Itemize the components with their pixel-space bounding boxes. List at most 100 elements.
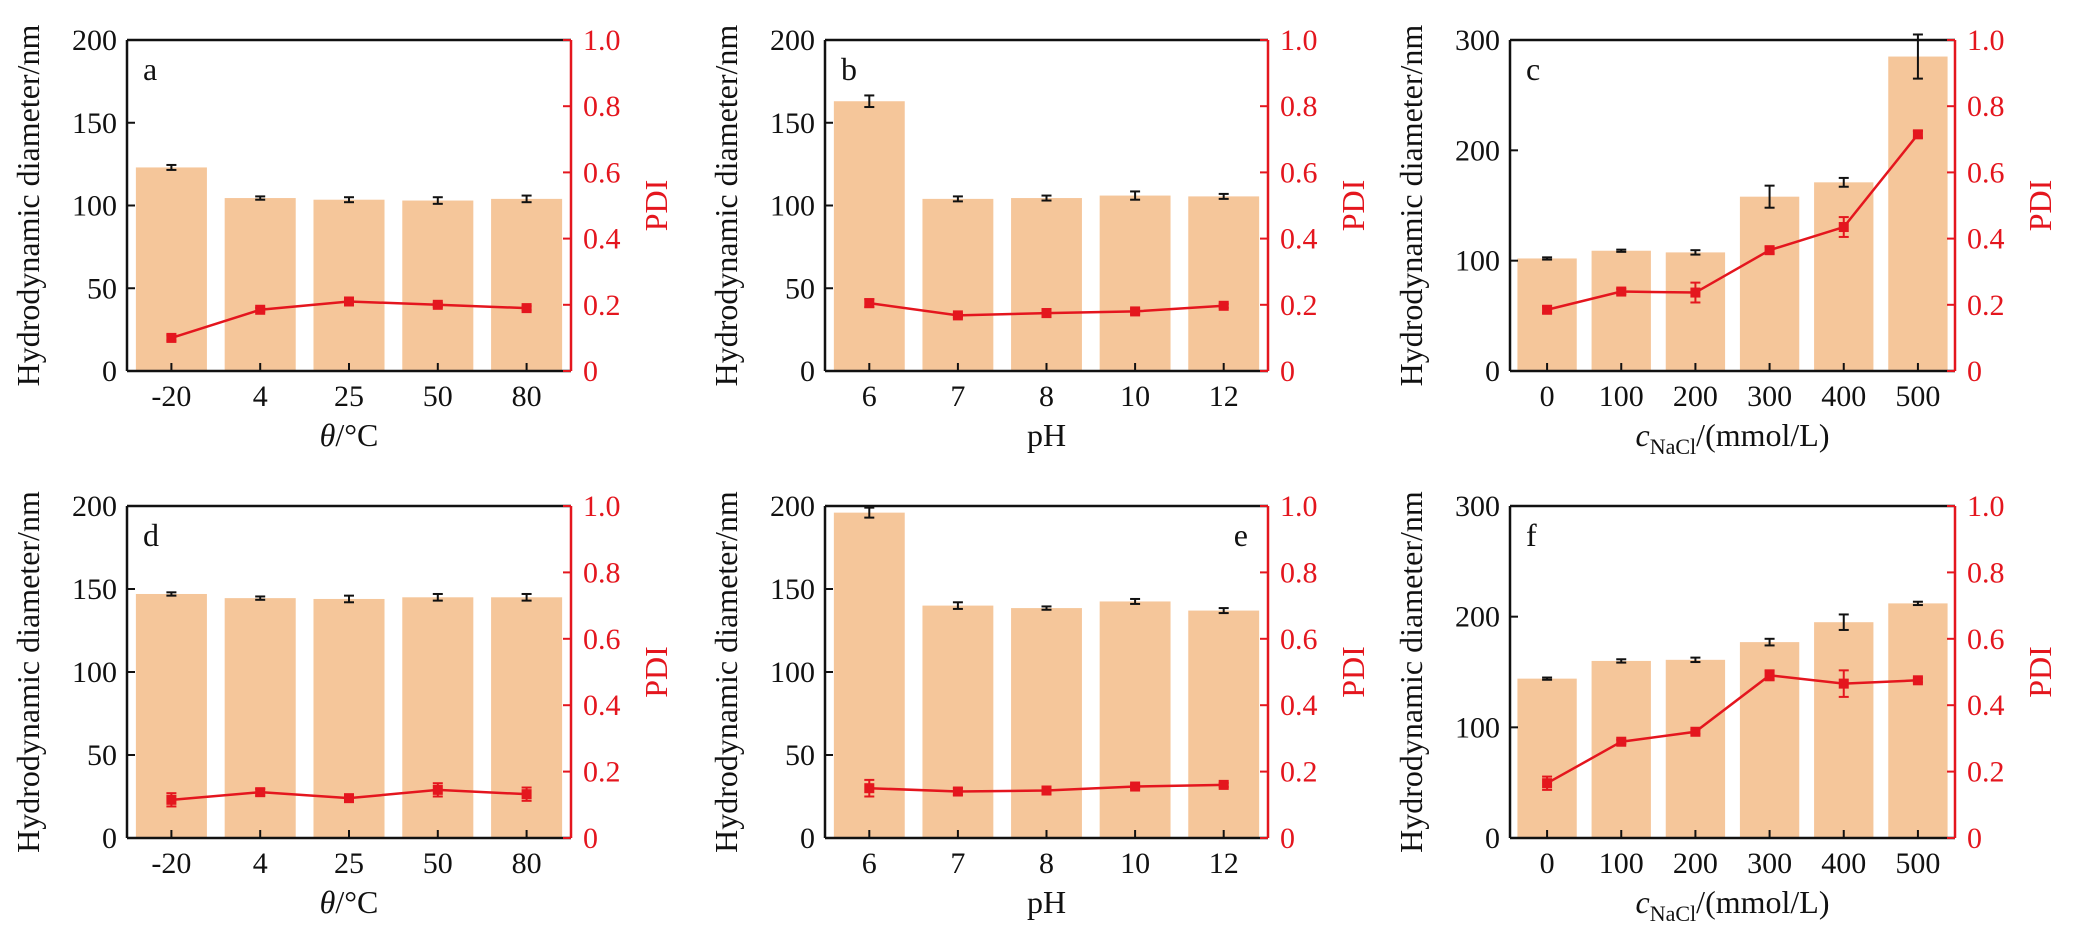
panel-a: 0 50 100 150 200 0 0.2 0.4 0.6 0.8 1.0 -20 4 25 50 80 a H…	[10, 24, 674, 453]
y-axis-label: Hydrodynamic diameter/nm	[10, 491, 46, 853]
bar	[1011, 608, 1082, 838]
bar	[1888, 603, 1948, 838]
bar	[1814, 622, 1874, 838]
y2-tick-label: 0.6	[1967, 623, 2005, 656]
pdi-point	[1041, 308, 1052, 319]
bar	[1665, 252, 1726, 371]
y2-tick-label: 0.4	[1280, 689, 1318, 722]
y2-tick-label: 1.0	[583, 24, 621, 57]
pdi-point	[1542, 778, 1553, 789]
bar	[1011, 198, 1082, 371]
x-tick-label: 100	[1599, 847, 1644, 880]
y-tick-label: 150	[72, 107, 117, 140]
y2-tick-label: 0.6	[1967, 156, 2005, 189]
y-tick-label: 0	[102, 355, 117, 388]
x-tick-label: 25	[334, 847, 364, 880]
x-tick-label: 400	[1821, 847, 1866, 880]
x-axis-label-rest: /(mmol/L)	[1696, 884, 1829, 920]
bar	[224, 198, 296, 371]
x-tick-label: 300	[1747, 847, 1792, 880]
x-tick-label: 25	[334, 380, 364, 413]
pdi-point	[521, 789, 532, 800]
y-tick-label: 200	[770, 24, 815, 57]
pdi-point	[166, 794, 177, 805]
y2-tick-label: 0.2	[1280, 289, 1318, 322]
y2-tick-label: 0.8	[1967, 556, 2005, 589]
y2-tick-label: 0.4	[583, 223, 621, 256]
bar	[491, 198, 563, 371]
x-tick-label: 0	[1540, 847, 1555, 880]
x-axis-label-var: θ	[320, 884, 336, 920]
pdi-point	[1912, 129, 1923, 140]
y2-axis-label: PDI	[2022, 646, 2058, 698]
bar	[402, 200, 474, 371]
y2-tick-label: 0.8	[583, 90, 621, 123]
x-tick-label: 500	[1895, 380, 1940, 413]
panel-letter: d	[143, 517, 159, 553]
y2-tick-label: 0.6	[1280, 156, 1318, 189]
panel-letter: c	[1526, 51, 1540, 87]
y2-tick-label: 0.2	[1280, 756, 1318, 789]
bar	[1188, 610, 1260, 838]
pdi-point	[344, 793, 354, 804]
y-tick-label: 50	[785, 272, 815, 305]
x-tick-label: 8	[1039, 847, 1054, 880]
x-axis-label: cNaCl/(mmol/L)	[1636, 417, 1830, 459]
y-tick-label: 150	[770, 107, 815, 140]
y-tick-label: 0	[800, 355, 815, 388]
pdi-point	[864, 298, 875, 309]
y-tick-label: 100	[72, 656, 117, 689]
pdi-point	[1764, 245, 1775, 256]
y-tick-label: 150	[72, 573, 117, 606]
y-axis-label: Hydrodynamic diameter/nm	[1393, 491, 1429, 853]
pdi-point	[1218, 300, 1229, 311]
y2-tick-label: 0.8	[1280, 90, 1318, 123]
y2-tick-label: 0.4	[1967, 689, 2005, 722]
pdi-point	[255, 787, 266, 798]
y2-tick-label: 1.0	[583, 490, 621, 523]
y2-tick-label: 0.8	[1280, 556, 1318, 589]
x-tick-label: 6	[862, 380, 877, 413]
x-axis-label: pH	[1027, 417, 1066, 453]
bar	[1888, 56, 1948, 372]
x-tick-label: 4	[253, 380, 268, 413]
x-axis-label-sub: NaCl	[1650, 434, 1696, 459]
x-tick-label: 50	[423, 847, 453, 880]
x-axis-label: pH	[1027, 884, 1066, 920]
bar	[402, 597, 474, 838]
y2-axis-label: PDI	[2022, 180, 2058, 232]
y-axis-label: Hydrodynamic diameter/nm	[708, 25, 744, 387]
bar	[1591, 660, 1651, 838]
y2-tick-label: 0.4	[1967, 223, 2005, 256]
bar	[491, 597, 563, 838]
x-tick-label: 4	[253, 847, 268, 880]
x-tick-label: 10	[1120, 847, 1150, 880]
x-axis-label: θ/°C	[320, 884, 379, 920]
y-tick-label: 200	[1455, 601, 1500, 634]
y-tick-label: 0	[102, 822, 117, 855]
pdi-point	[521, 303, 532, 314]
x-tick-label: -20	[151, 847, 191, 880]
y-tick-label: 0	[1485, 355, 1500, 388]
y-axis-label: Hydrodynamic diameter/nm	[708, 491, 744, 853]
y2-tick-label: 0.2	[583, 289, 621, 322]
pdi-point	[166, 332, 177, 343]
pdi-point	[1838, 222, 1849, 233]
panel-f: 0 100 200 300 0 0.2 0.4 0.6 0.8 1.0 0 100 200 300 400 5…	[1393, 490, 2058, 926]
pdi-line	[1546, 133, 1919, 311]
panel-letter: f	[1526, 517, 1537, 553]
y-tick-label: 50	[87, 739, 117, 772]
x-tick-label: 500	[1895, 847, 1940, 880]
x-axis-label: cNaCl/(mmol/L)	[1636, 884, 1830, 926]
panel-letter: a	[143, 51, 157, 87]
bar	[1591, 250, 1651, 371]
y-tick-label: 50	[785, 739, 815, 772]
y-tick-label: 200	[770, 490, 815, 523]
y-tick-label: 100	[72, 190, 117, 223]
pdi-line	[1546, 674, 1918, 785]
x-tick-label: 12	[1209, 380, 1239, 413]
pdi-point	[1838, 678, 1849, 689]
pdi-point	[344, 296, 354, 307]
bar	[224, 598, 296, 838]
